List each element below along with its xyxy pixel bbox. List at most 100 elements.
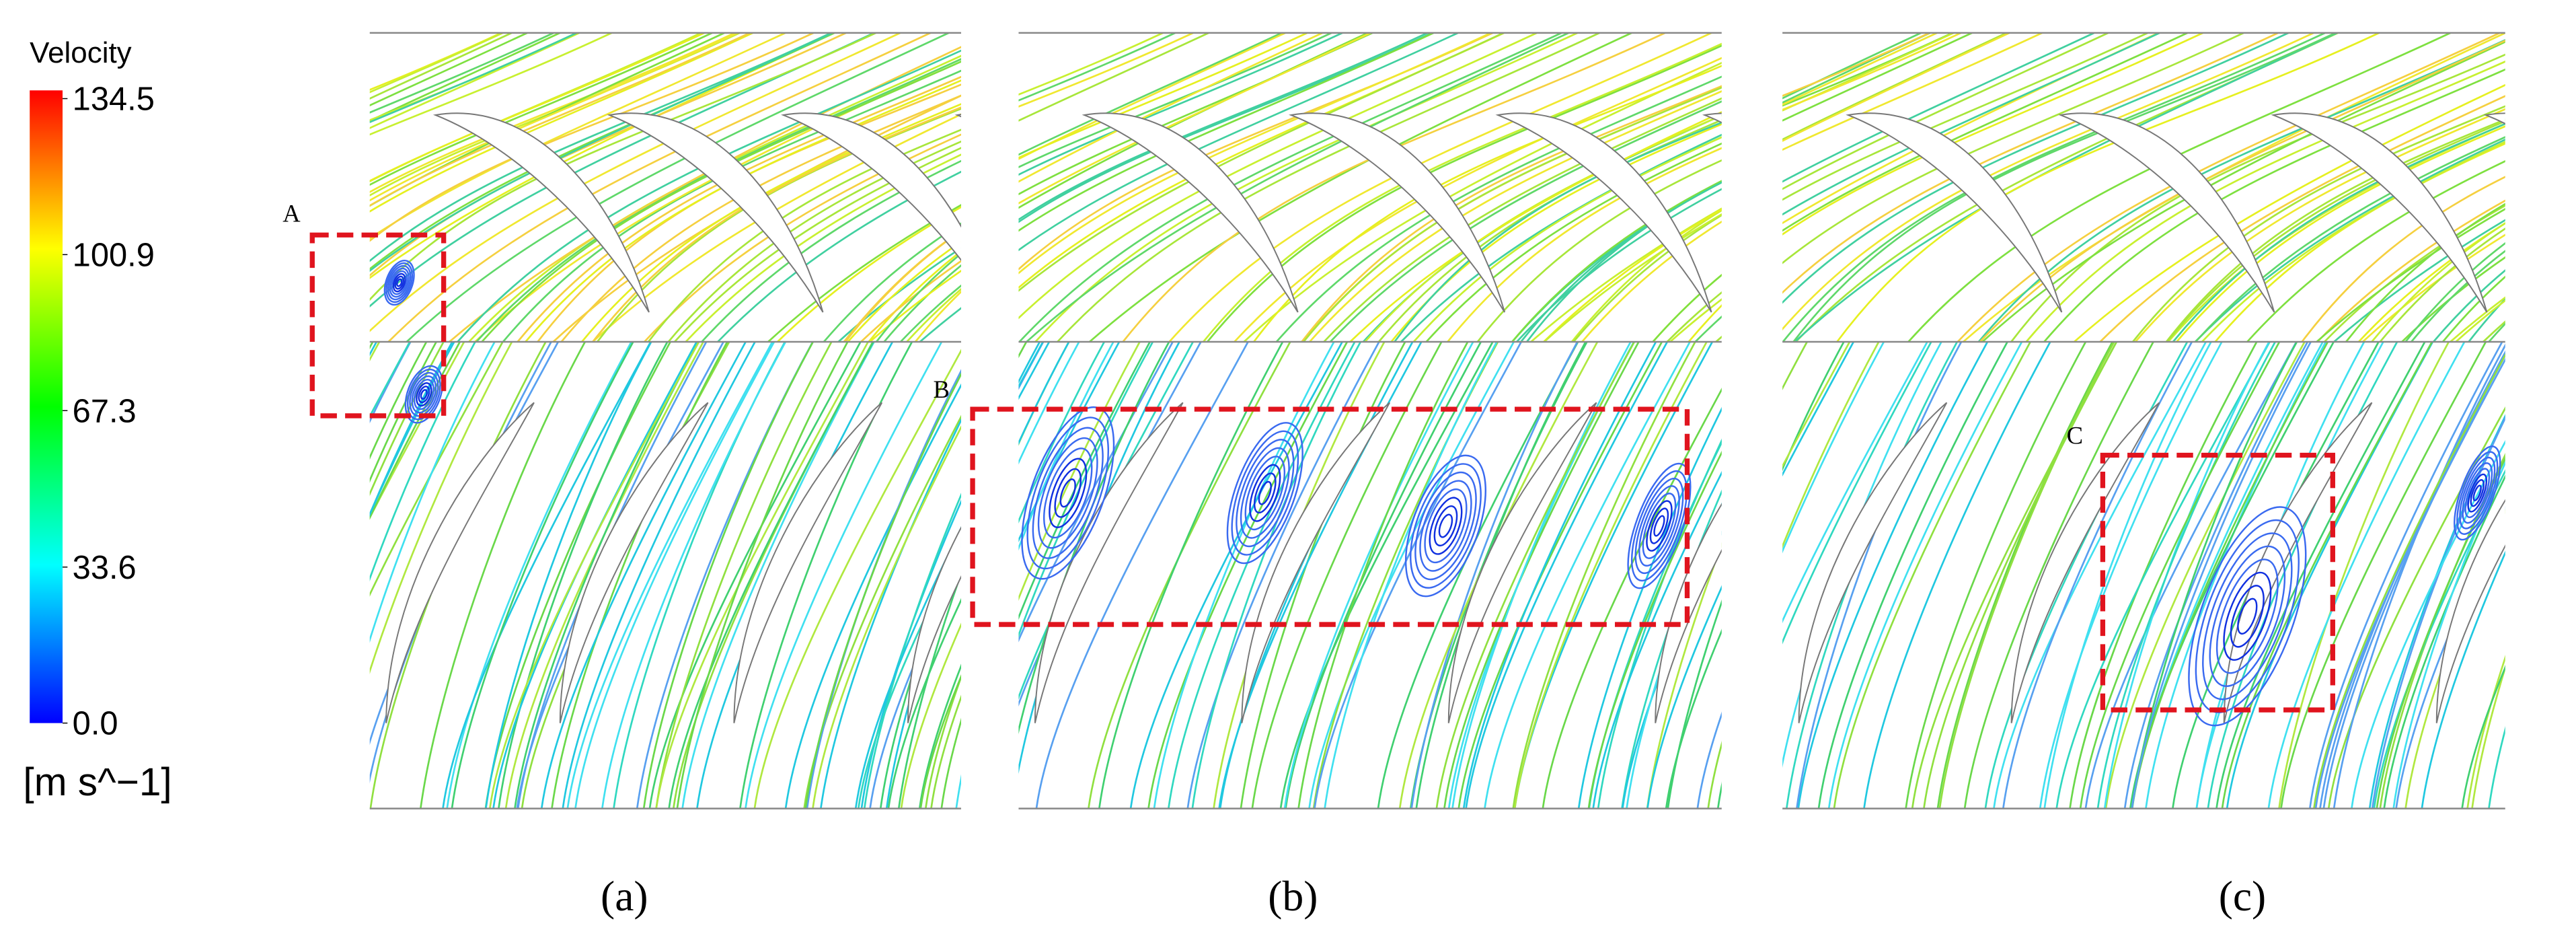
blade — [1034, 402, 1184, 723]
streamline — [1018, 32, 1562, 342]
streamline — [369, 32, 815, 242]
vortex — [1649, 507, 1669, 544]
streamline — [1782, 32, 1973, 122]
streamline — [1349, 111, 1722, 342]
vortex — [1630, 470, 1688, 582]
streamline — [2401, 256, 2505, 342]
streamline — [369, 341, 476, 581]
streamline — [457, 49, 961, 342]
streamline — [2194, 138, 2505, 342]
streamline — [369, 32, 580, 129]
streamline — [804, 372, 961, 809]
vortex — [1026, 417, 1110, 570]
streamline — [833, 342, 1016, 809]
streamline — [812, 425, 961, 809]
streamline — [2357, 222, 2505, 342]
streamline — [1314, 341, 1522, 809]
streamline — [784, 383, 961, 809]
streamline — [1153, 341, 1335, 809]
streamline — [451, 341, 634, 809]
colorbar-unit: [m s^−1] — [23, 760, 172, 804]
streamline — [1782, 32, 1953, 107]
vortex — [391, 270, 408, 295]
streamline — [820, 418, 961, 809]
blade — [2483, 112, 2505, 124]
streamline — [2373, 469, 2505, 809]
vortex — [1404, 454, 1487, 598]
vortex — [2209, 545, 2286, 687]
streamline — [2043, 341, 2212, 809]
streamline — [1520, 181, 1722, 342]
streamline — [1817, 341, 2008, 809]
streamline — [2392, 460, 2505, 809]
streamline — [644, 133, 961, 342]
streamline — [1476, 159, 1722, 342]
streamline — [504, 341, 704, 809]
streamline — [2345, 203, 2505, 342]
streamline — [1511, 180, 1722, 342]
streamline — [1034, 32, 1578, 342]
streamline — [1587, 451, 1722, 809]
streamline — [1465, 341, 1669, 809]
streamline — [2376, 456, 2505, 809]
streamline — [2316, 199, 2505, 342]
streamline — [648, 341, 862, 809]
streamline — [369, 32, 751, 207]
streamline — [2466, 655, 2505, 809]
streamline — [601, 341, 787, 809]
streamline — [2039, 341, 2223, 809]
vortex — [392, 273, 406, 293]
vortex — [1244, 456, 1286, 531]
streamline — [900, 622, 961, 809]
vortex — [1646, 500, 1673, 552]
vortex — [1258, 480, 1272, 505]
streamline — [2471, 665, 2505, 809]
streamline — [899, 284, 961, 342]
streamline — [488, 341, 700, 809]
streamline — [369, 341, 504, 597]
streamline — [1905, 341, 2087, 809]
streamline — [2371, 416, 2505, 809]
vortex — [404, 365, 444, 424]
box-label: B — [933, 375, 949, 403]
blade — [907, 526, 961, 723]
streamline — [406, 32, 950, 342]
streamline — [745, 341, 943, 809]
streamline — [1782, 32, 1931, 104]
streamline — [592, 113, 961, 342]
streamline — [2010, 53, 2505, 342]
vortex — [385, 262, 414, 303]
streamline — [919, 307, 961, 343]
streamline — [369, 32, 901, 332]
streamline — [1018, 32, 1434, 232]
streamline — [1577, 406, 1722, 809]
streamline — [1570, 209, 1722, 342]
streamline — [476, 58, 961, 342]
streamline — [485, 341, 652, 809]
streamline — [2313, 353, 2505, 809]
streamline — [883, 264, 961, 342]
colorbar-tick-label: 67.3 — [73, 393, 137, 429]
streamline — [1782, 32, 2010, 142]
streamline — [442, 341, 652, 809]
blade — [1288, 112, 1506, 313]
streamline — [828, 342, 1003, 809]
blade — [2435, 499, 2505, 723]
blade — [432, 112, 650, 313]
vortex — [1249, 464, 1281, 522]
streamline — [863, 493, 961, 809]
streamline — [2488, 322, 2505, 342]
colorbar-tick-label: 0.0 — [73, 706, 118, 742]
streamline — [1018, 32, 1428, 221]
streamline — [369, 32, 832, 262]
vortex — [413, 379, 434, 410]
streamline — [1782, 32, 1955, 112]
streamline — [1057, 32, 1600, 342]
streamline — [1652, 274, 1722, 342]
vortex — [2223, 571, 2272, 661]
streamline — [1447, 147, 1722, 342]
vortex — [418, 386, 430, 404]
vortex — [2472, 484, 2482, 502]
streamline — [1018, 341, 1080, 465]
